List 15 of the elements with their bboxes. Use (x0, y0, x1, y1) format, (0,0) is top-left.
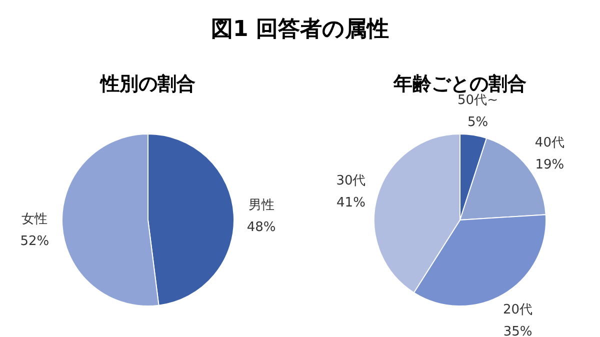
data-label: 48% (246, 220, 276, 235)
slice-label: 40代 (534, 135, 564, 150)
slice-label: 女性 (22, 212, 48, 228)
slice-label: 男性 (248, 198, 274, 213)
data-label: 52% (20, 234, 50, 250)
data-label: 35% (503, 324, 532, 337)
slice-label: 30代 (336, 173, 366, 188)
chart-title: 図1 回答者の属性 (211, 17, 389, 42)
data-label: 19% (535, 157, 564, 172)
chart-subtitle: 性別の割合 (100, 73, 196, 95)
slice-label: 50代~ (458, 92, 498, 108)
chart-title: 年齢ごとの割合 (392, 73, 526, 95)
data-label: 41% (336, 195, 366, 210)
slice-label: 20代 (503, 302, 533, 318)
data-label: 5% (467, 114, 488, 130)
